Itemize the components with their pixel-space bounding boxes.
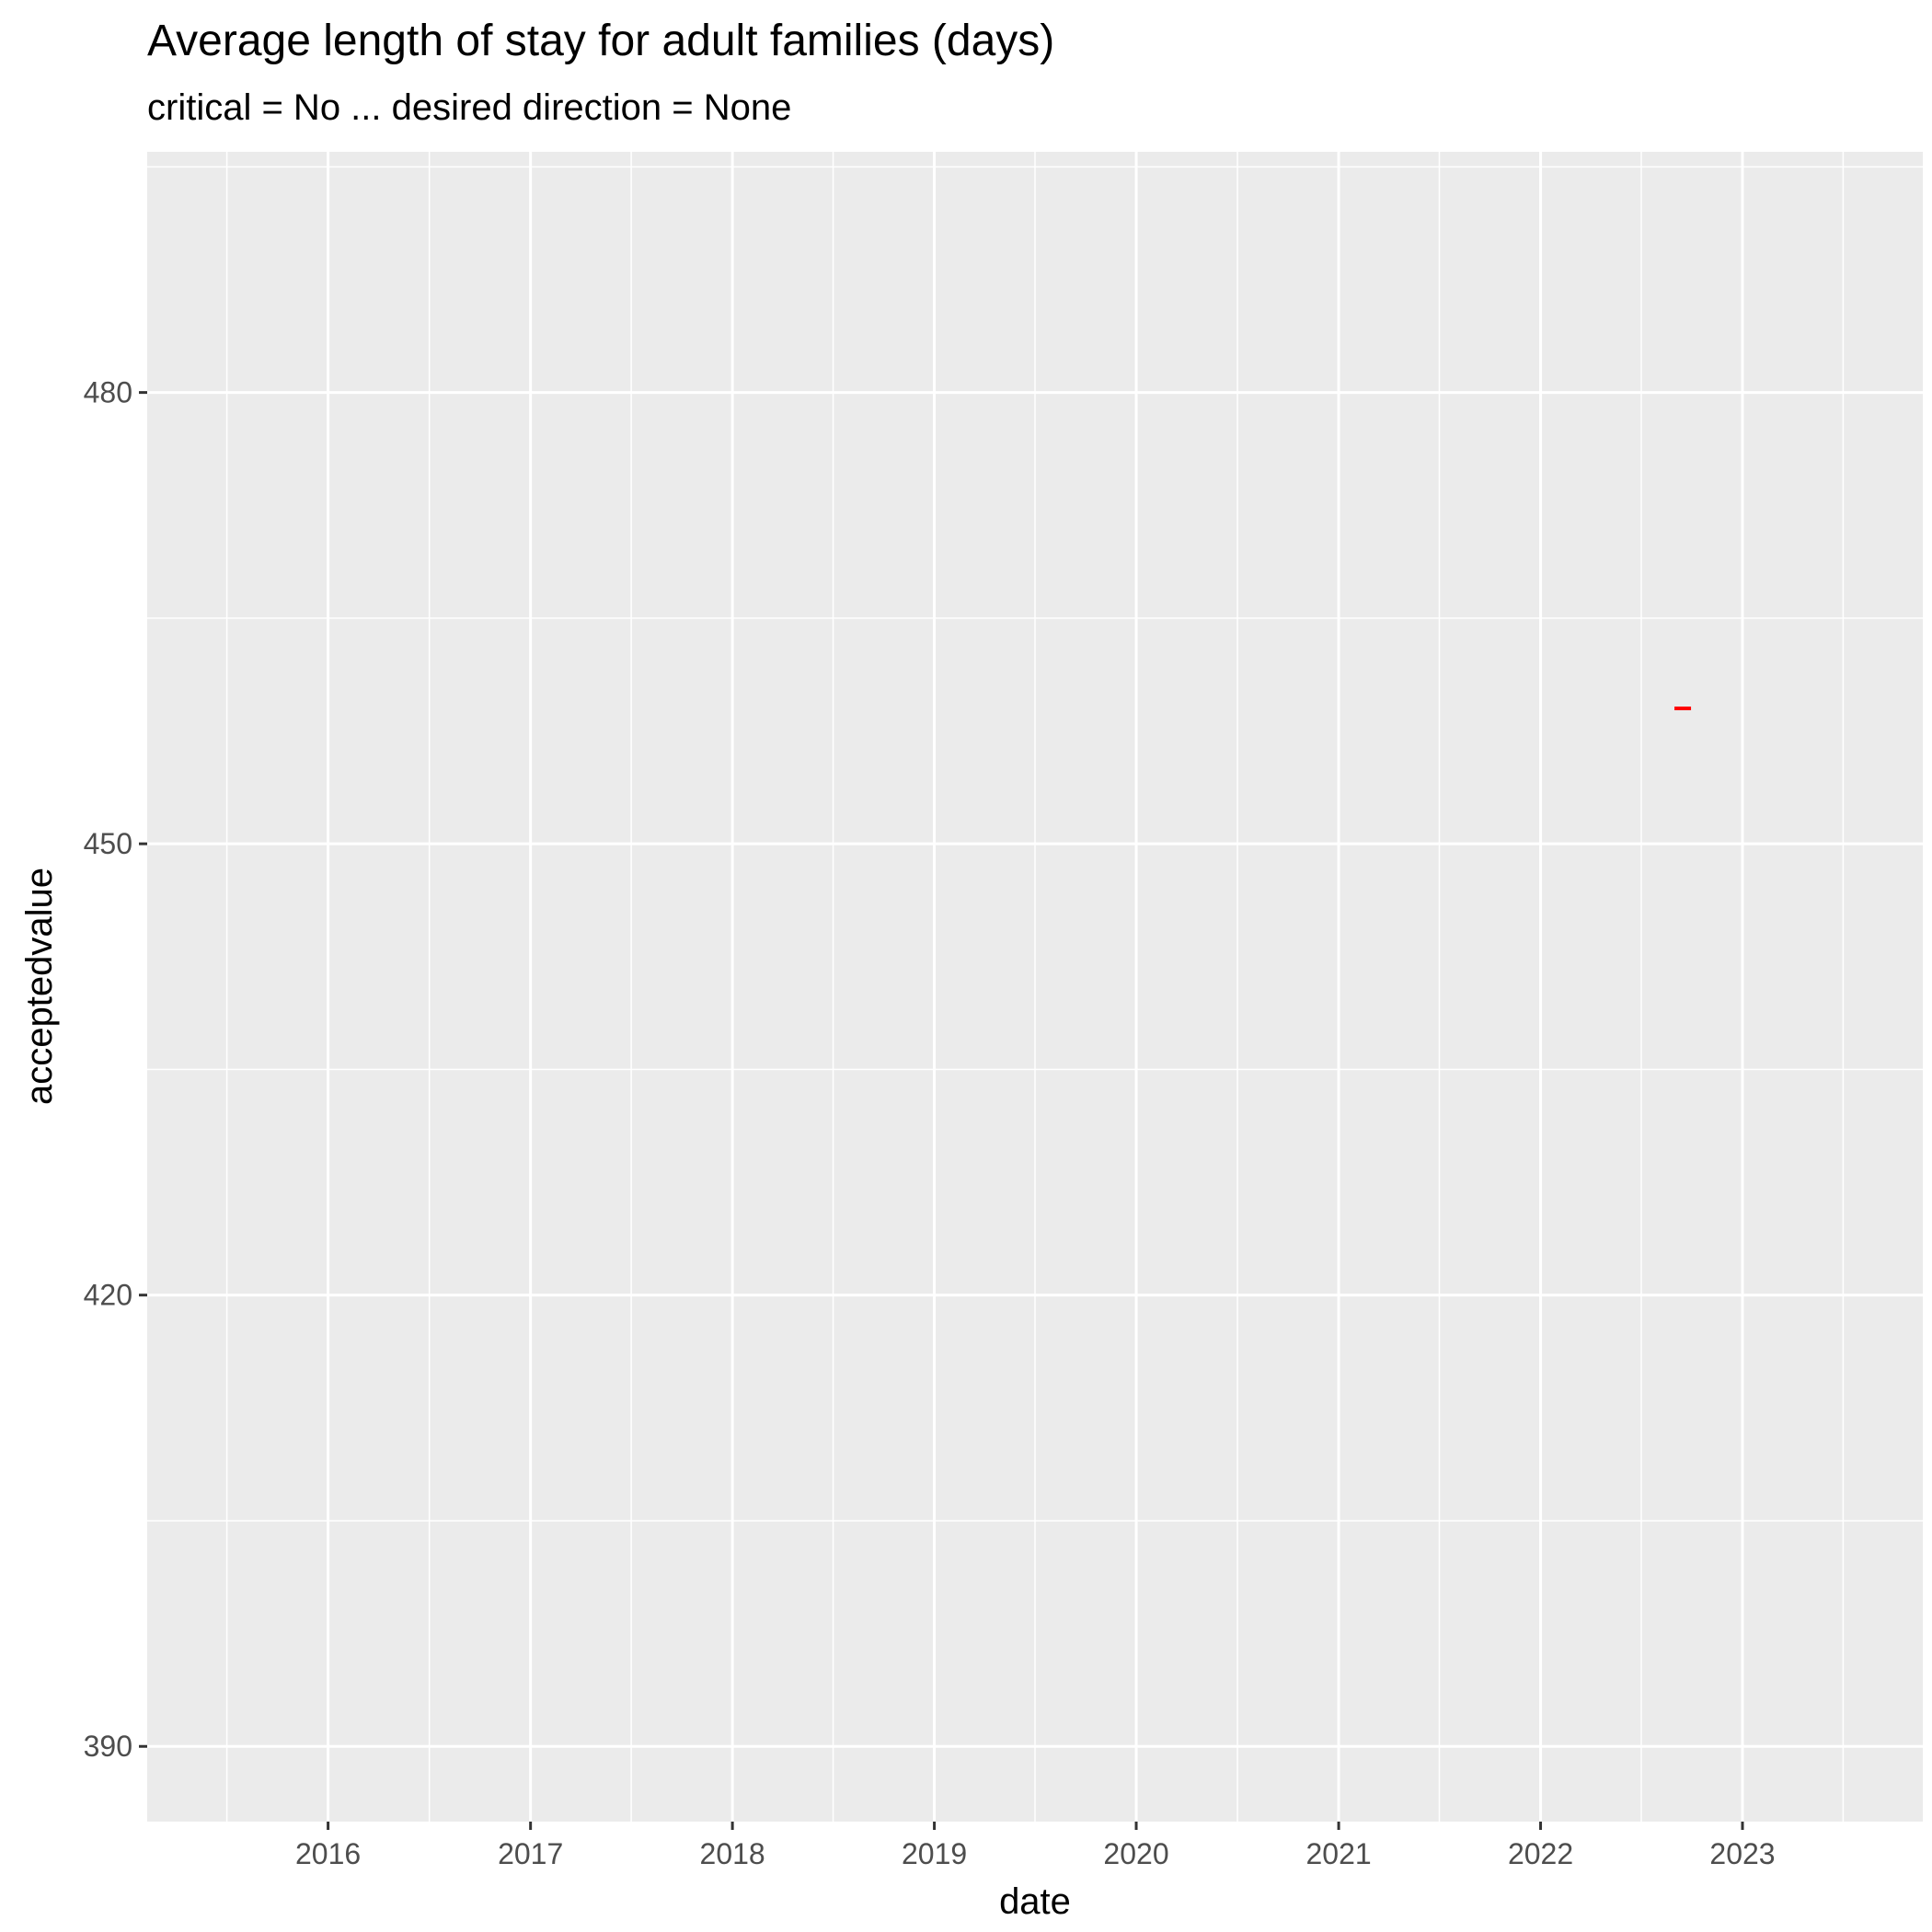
y-tick-label: 420 [84, 1279, 132, 1312]
x-tick-label: 2019 [902, 1837, 967, 1870]
minor-gridlines [147, 152, 1923, 1822]
y-axis-title: acceptedvalue [19, 868, 60, 1105]
x-tick-label: 2018 [700, 1837, 765, 1870]
y-tick-label: 390 [84, 1730, 132, 1763]
major-gridlines [147, 152, 1923, 1822]
y-tick-label: 480 [84, 376, 132, 409]
chart-subtitle: critical = No ... desired direction = No… [147, 87, 791, 128]
x-axis-title: date [999, 1881, 1071, 1922]
x-tick-label: 2020 [1103, 1837, 1168, 1870]
x-tick-label: 2016 [295, 1837, 361, 1870]
y-tick-label: 450 [84, 827, 132, 860]
x-tick-label: 2022 [1508, 1837, 1573, 1870]
x-tick-label: 2021 [1305, 1837, 1371, 1870]
x-axis-ticks: 2016 2017 2018 2019 2020 2021 2022 2023 [295, 1822, 1776, 1870]
chart-title: Average length of stay for adult familie… [147, 17, 1054, 65]
x-tick-label: 2023 [1709, 1837, 1775, 1870]
y-axis-ticks: 390 420 450 480 [84, 376, 147, 1763]
x-tick-label: 2017 [498, 1837, 563, 1870]
